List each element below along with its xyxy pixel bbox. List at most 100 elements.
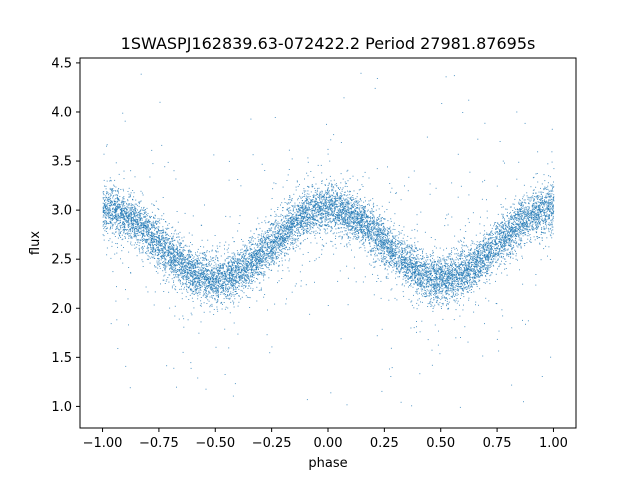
data-point (266, 266, 267, 268)
data-point (533, 212, 535, 214)
data-point (383, 223, 385, 225)
data-point (364, 250, 366, 252)
data-point (520, 226, 522, 228)
data-point (535, 284, 537, 286)
data-point (150, 245, 151, 247)
data-point (309, 209, 311, 211)
data-point (295, 247, 297, 248)
data-point (148, 227, 150, 229)
data-point (537, 216, 539, 218)
data-point (246, 250, 248, 252)
data-point (455, 293, 457, 295)
data-point (222, 289, 224, 290)
data-point (429, 292, 431, 294)
data-point (175, 286, 177, 288)
data-point (455, 262, 456, 264)
data-point (201, 285, 203, 287)
data-point (359, 205, 361, 207)
data-point (433, 263, 435, 265)
data-point (138, 225, 140, 227)
data-point (386, 240, 388, 242)
data-point (371, 217, 373, 219)
data-point (460, 264, 462, 266)
data-point (223, 263, 225, 265)
data-point (362, 221, 364, 223)
data-point (179, 266, 180, 268)
data-point (115, 213, 117, 215)
data-point (167, 249, 168, 251)
data-point (550, 199, 552, 201)
data-point (402, 255, 404, 257)
data-point (306, 232, 308, 234)
data-point (162, 234, 164, 236)
data-point (288, 260, 290, 262)
data-point (309, 222, 310, 224)
data-point (187, 291, 189, 293)
data-point (465, 289, 467, 290)
data-point (202, 264, 204, 266)
data-point (123, 198, 125, 200)
data-point (451, 280, 453, 282)
data-point (119, 217, 121, 219)
data-point (164, 252, 166, 254)
data-point (385, 261, 387, 263)
data-point (151, 248, 153, 250)
data-point (261, 233, 263, 235)
data-point (517, 228, 519, 230)
data-point (108, 213, 110, 215)
data-point (183, 259, 185, 261)
data-point (357, 229, 359, 231)
data-point (281, 224, 282, 226)
data-point (133, 210, 135, 212)
data-point (160, 256, 162, 258)
data-point (451, 296, 453, 298)
data-point (407, 251, 409, 253)
data-point (349, 218, 350, 220)
data-point (358, 213, 360, 215)
data-point (300, 207, 302, 209)
data-point (315, 230, 317, 232)
data-point (440, 268, 442, 270)
data-point (371, 208, 373, 209)
data-point (532, 226, 534, 228)
data-point (445, 262, 447, 264)
data-point (191, 251, 192, 253)
data-point (361, 236, 363, 238)
data-point (357, 234, 359, 236)
data-point (172, 240, 174, 242)
data-point (108, 223, 109, 225)
data-point (358, 237, 360, 239)
data-point (237, 230, 239, 232)
data-point (155, 236, 157, 238)
data-point (351, 206, 353, 208)
data-point (164, 241, 166, 243)
data-point (157, 272, 159, 274)
data-point (490, 263, 492, 265)
data-point (545, 211, 547, 213)
data-point (336, 212, 338, 213)
data-point (373, 211, 375, 213)
data-point (353, 222, 355, 224)
data-point (404, 249, 406, 251)
data-point (355, 238, 357, 240)
data-point (237, 261, 239, 263)
data-point (277, 282, 278, 284)
data-point (209, 265, 211, 267)
data-point (301, 207, 303, 209)
data-point (330, 195, 332, 197)
data-point (448, 285, 450, 287)
data-point (213, 280, 215, 282)
data-point (433, 298, 435, 300)
data-point (263, 255, 264, 257)
data-point (232, 267, 234, 269)
data-point (387, 243, 389, 245)
data-point (308, 231, 309, 233)
data-point (257, 266, 259, 268)
data-point (262, 244, 264, 246)
data-point (324, 192, 326, 194)
data-point (330, 200, 332, 202)
data-point (228, 288, 230, 290)
data-point (415, 255, 417, 257)
data-point (172, 261, 174, 263)
data-point (352, 197, 354, 198)
